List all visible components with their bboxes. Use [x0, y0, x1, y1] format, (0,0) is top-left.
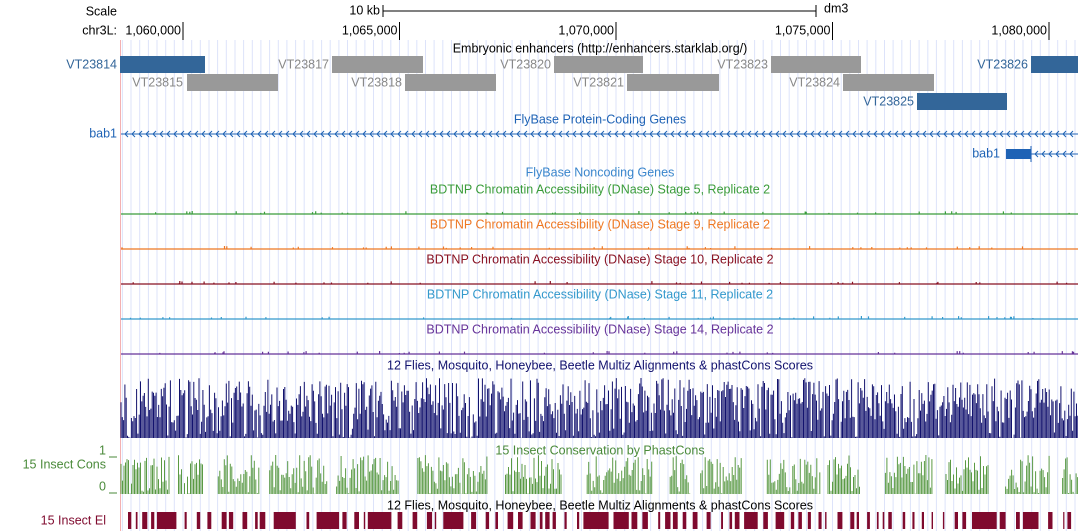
ruler-position: 1,070,000 — [558, 23, 614, 37]
axis-label: 1 — [99, 443, 106, 457]
track-title: 15 Insect Conservation by PhastCons — [495, 443, 704, 457]
assembly: dm3 — [824, 1, 848, 15]
enhancer-box[interactable] — [187, 74, 278, 91]
signal-line — [121, 351, 1078, 355]
axis-ticks — [109, 456, 117, 494]
enhancer-box[interactable] — [627, 74, 719, 91]
signal-line — [121, 246, 1078, 250]
track-title: 12 Flies, Mosquito, Honeybee, Beetle Mul… — [387, 358, 813, 372]
enhancer-label[interactable]: VT23814 — [66, 57, 117, 71]
gene-line[interactable] — [1031, 150, 1078, 158]
ruler-position: 1,080,000 — [991, 23, 1047, 37]
track-label[interactable]: 15 Insect Cons — [23, 457, 106, 471]
enhancer-label[interactable]: VT23818 — [351, 75, 402, 89]
enhancer-box[interactable] — [120, 56, 205, 73]
track-title: BDTNP Chromatin Accessibility (DNase) St… — [430, 182, 770, 196]
track-title: 12 Flies, Mosquito, Honeybee, Beetle Mul… — [387, 498, 813, 512]
track-title: BDTNP Chromatin Accessibility (DNase) St… — [426, 322, 773, 336]
enhancer-label[interactable]: VT23817 — [278, 57, 329, 71]
ruler-position: 1,065,000 — [342, 23, 398, 37]
axis-label: 0 — [99, 479, 106, 493]
track-title: BDTNP Chromatin Accessibility (DNase) St… — [426, 252, 773, 266]
conserved-elements — [128, 512, 1072, 529]
signal-line — [121, 281, 1078, 285]
track-title: BDTNP Chromatin Accessibility (DNase) St… — [427, 287, 773, 301]
grid-lines — [121, 40, 1076, 531]
enhancer-label[interactable]: VT23820 — [500, 57, 551, 71]
gene-label[interactable]: bab1 — [89, 126, 117, 140]
enhancer-box[interactable] — [843, 74, 934, 91]
multiz-bars — [120, 378, 1078, 438]
chrom-label: chr3L: — [82, 23, 117, 37]
enhancer-box[interactable] — [917, 93, 1007, 110]
enhancer-box[interactable] — [1031, 56, 1078, 73]
enhancer-label[interactable]: VT23824 — [789, 75, 840, 89]
enhancer-box[interactable] — [332, 56, 423, 73]
scale-label: Scale — [86, 4, 117, 18]
track-title: FlyBase Protein-Coding Genes — [514, 112, 686, 126]
phastcons-bars — [120, 455, 1078, 494]
enhancer-box[interactable] — [771, 56, 861, 73]
enhancer-label[interactable]: VT23823 — [717, 57, 768, 71]
scale-bar — [382, 5, 817, 17]
track-title: BDTNP Chromatin Accessibility (DNase) St… — [430, 217, 770, 231]
scale-span: 10 kb — [349, 3, 380, 17]
enhancer-label[interactable]: VT23826 — [977, 57, 1028, 71]
gene-exon[interactable] — [1006, 149, 1031, 159]
enhancer-label[interactable]: VT23825 — [863, 94, 914, 108]
track-title: Embryonic enhancers (http://enhancers.st… — [453, 41, 748, 55]
enhancer-label[interactable]: VT23821 — [573, 75, 624, 89]
track-label[interactable]: 15 Insect El — [41, 513, 106, 527]
signal-line — [121, 316, 1078, 320]
track-title: FlyBase Noncoding Genes — [526, 165, 675, 179]
gene-line[interactable] — [121, 130, 1078, 138]
enhancer-box[interactable] — [554, 56, 643, 73]
gene-label[interactable]: bab1 — [972, 146, 1000, 160]
ruler-position: 1,060,000 — [125, 23, 181, 37]
enhancer-box[interactable] — [405, 74, 496, 91]
ruler-position: 1,075,000 — [775, 23, 831, 37]
signal-line — [121, 211, 1078, 215]
enhancer-label[interactable]: VT23815 — [132, 75, 183, 89]
